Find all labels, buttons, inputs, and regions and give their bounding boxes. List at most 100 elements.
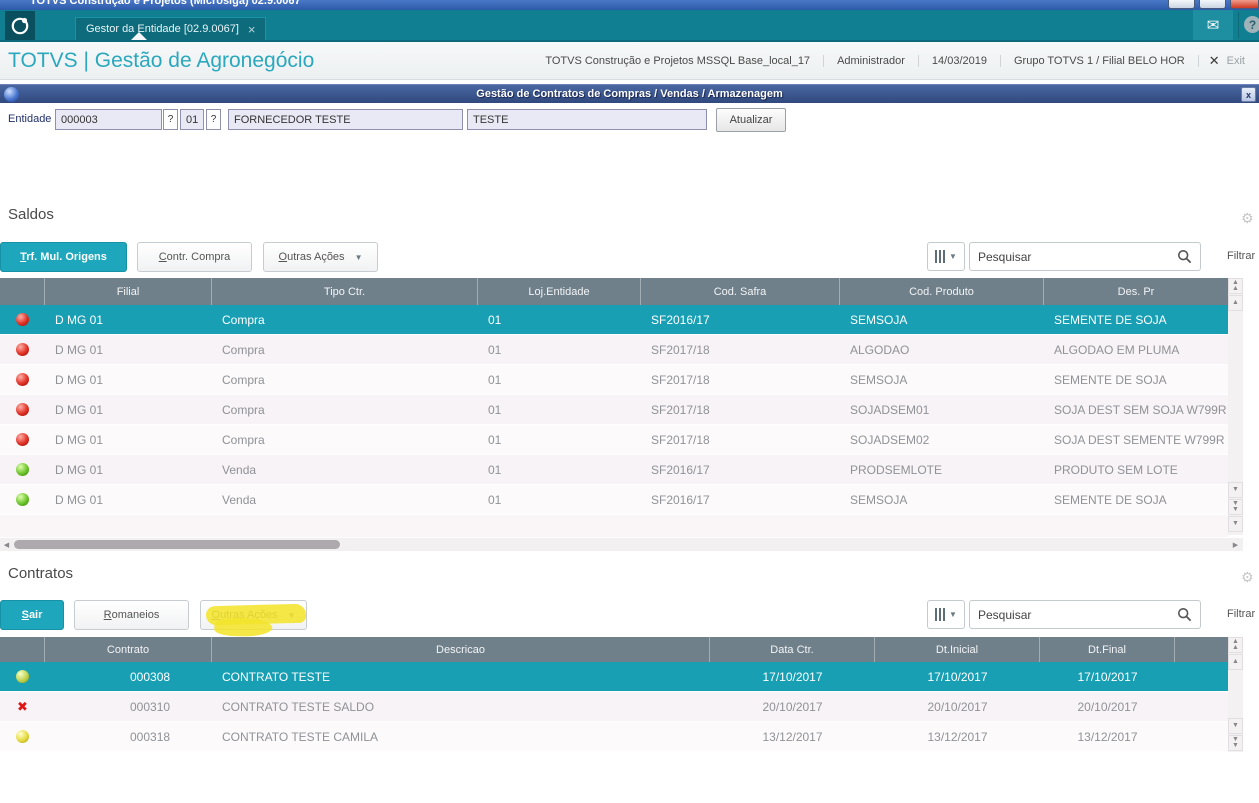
column-header-status[interactable] (0, 637, 45, 662)
saldos-search-input[interactable] (970, 249, 1177, 264)
dialog-close-button[interactable]: x (1241, 87, 1256, 102)
help-button[interactable]: ? (1244, 16, 1259, 33)
contratos-columns-button[interactable]: ▼ (927, 600, 965, 629)
scroll-page-up-button[interactable]: ▲ ▲ (1228, 278, 1243, 294)
status-icon (0, 722, 45, 751)
table-row[interactable]: D MG 01 Compra 01 SF2017/18 SOJADSEM01 S… (0, 395, 1228, 425)
romaneios-button[interactable]: Romaneios (74, 600, 189, 630)
minimize-button[interactable] (1168, 0, 1195, 9)
tab-gestor-da-entidade[interactable]: Gestor da Entidade [02.9.0067] × (75, 17, 267, 40)
cell-descricao: CONTRATO TESTE SALDO (222, 699, 375, 714)
saldos-settings-gear-icon[interactable]: ⚙ (1241, 210, 1254, 226)
saldos-outras-acoes-button[interactable]: Outras Ações ▼ (263, 242, 378, 272)
table-row[interactable]: D MG 01 Compra 01 SF2017/18 SEMSOJA SEME… (0, 365, 1228, 395)
saldos-vertical-scrollbar[interactable]: ▲ ▲ ▲ ▼ ▼ ▼ ▼ (1228, 278, 1243, 535)
cell-loja: 01 (488, 402, 502, 417)
column-header-des-produto[interactable]: Des. Pr (1117, 285, 1155, 298)
cell-loja: 01 (488, 462, 502, 477)
table-row[interactable]: D MG 01 Compra 01 SF2017/18 ALGODAO ALGO… (0, 335, 1228, 365)
cell-loja: 01 (488, 432, 502, 447)
column-header-contrato[interactable]: Contrato (45, 637, 212, 662)
cell-descricao: CONTRATO TESTE CAMILA (222, 729, 379, 744)
entity-code-field[interactable] (55, 109, 162, 130)
table-row[interactable]: D MG 01 Compra 01 SF2016/17 SEMSOJA SEME… (0, 305, 1228, 335)
table-row[interactable]: D MG 01 Venda 01 SF2016/17 PRODSEMLOTE P… (0, 455, 1228, 485)
table-row[interactable]: 000308 CONTRATO TESTE 17/10/2017 17/10/2… (0, 662, 1228, 692)
cell-dt-inicial: 17/10/2017 (927, 669, 988, 684)
column-header-descricao[interactable]: Descricao (212, 637, 710, 662)
close-button[interactable] (1230, 0, 1259, 9)
column-header-cod-safra[interactable]: Cod. Safra (641, 278, 840, 305)
saldos-horizontal-scrollbar[interactable]: ◀ (0, 538, 1228, 551)
table-row[interactable]: D MG 01 Venda 01 SF2016/17 SEMSOJA SEMEN… (0, 485, 1228, 515)
column-header-loj-entidade[interactable]: Loj.Entidade (478, 278, 641, 305)
status-icon (0, 692, 45, 721)
cell-dt-final: 17/10/2017 (1077, 669, 1138, 684)
contratos-search-input[interactable] (970, 607, 1177, 622)
scroll-page-down-button[interactable]: ▼ ▼ (1228, 499, 1243, 515)
contr-compra-button[interactable]: Contr. Compra (137, 242, 252, 272)
scroll-page-up-button[interactable]: ▲ ▲ (1228, 637, 1243, 653)
scroll-down-button[interactable]: ▼ (1228, 516, 1243, 532)
scroll-right-button[interactable]: ▶ (1228, 538, 1243, 551)
scroll-left-button[interactable]: ◀ (0, 538, 13, 551)
cell-descricao: CONTRATO TESTE (222, 669, 331, 684)
column-header-filial[interactable]: Filial (45, 278, 212, 305)
cell-contrato: 000310 (130, 699, 171, 714)
saldos-filter-link[interactable]: Filtrar (1227, 250, 1256, 262)
maximize-button[interactable] (1199, 0, 1226, 9)
contratos-vertical-scrollbar[interactable]: ▲ ▲ ▲ ▼ ▼ ▼ (1228, 637, 1243, 752)
table-row[interactable]: 000318 CONTRATO TESTE CAMILA 13/12/2017 … (0, 722, 1228, 752)
chevron-down-icon: ▼ (949, 610, 957, 619)
scroll-up-button[interactable]: ▲ (1228, 295, 1243, 311)
saldos-grid: Filial Tipo Ctr. Loj.Entidade Cod. Safra… (0, 278, 1228, 537)
column-header-extra[interactable] (1175, 637, 1228, 662)
table-row[interactable]: D MG 01 Compra 01 SF2017/18 SOJADSEM02 S… (0, 425, 1228, 455)
status-icon (0, 425, 45, 454)
cell-produto: SEMSOJA (850, 492, 908, 507)
date-label: 14/03/2019 (919, 54, 1001, 67)
scroll-page-down-button[interactable]: ▼ ▼ (1228, 735, 1243, 751)
cell-safra: SF2017/18 (651, 342, 710, 357)
contratos-grid-header: Contrato Descricao Data Ctr. Dt.Inicial … (0, 637, 1228, 662)
column-header-cod-produto[interactable]: Cod. Produto (840, 278, 1044, 305)
cell-produto: PRODSEMLOTE (850, 462, 943, 477)
entity-store-lookup-button[interactable]: ? (206, 109, 221, 130)
scroll-down-button[interactable]: ▼ (1228, 718, 1243, 734)
table-row[interactable]: 000310 CONTRATO TESTE SALDO 20/10/2017 2… (0, 692, 1228, 722)
exit-button[interactable]: ✕ Exit (1199, 53, 1255, 69)
column-header-tipo-ctr[interactable]: Tipo Ctr. (212, 278, 478, 305)
dialog-title: Gestão de Contratos de Compras / Vendas … (476, 88, 783, 100)
mail-button[interactable]: ✉ (1193, 10, 1233, 40)
contratos-section-title: Contratos (8, 565, 74, 582)
column-header-data-ctr[interactable]: Data Ctr. (710, 637, 875, 662)
cell-produto: SEMSOJA (850, 372, 908, 387)
saldos-columns-button[interactable]: ▼ (927, 242, 965, 271)
status-icon (0, 305, 45, 334)
entity-name-field[interactable] (228, 109, 463, 130)
entity-store-field[interactable] (180, 109, 204, 130)
entity-code-lookup-button[interactable]: ? (163, 109, 178, 130)
cell-safra: SF2017/18 (651, 432, 710, 447)
horizontal-scroll-thumb[interactable] (14, 540, 340, 549)
scroll-down-button[interactable]: ▼ (1228, 482, 1243, 498)
tab-close-icon[interactable]: × (247, 21, 256, 37)
cell-descricao: ALGODAO EM PLUMA (1054, 342, 1180, 357)
cell-produto: SOJADSEM02 (850, 432, 930, 447)
sair-button[interactable]: Sair (0, 600, 64, 630)
contratos-settings-gear-icon[interactable]: ⚙ (1241, 569, 1254, 585)
chevron-down-icon: ▼ (354, 252, 363, 262)
cell-filial: D MG 01 (55, 402, 104, 417)
trf-mul-origens-button[interactable]: Trf. Mul. Origens (0, 242, 127, 272)
totvs-logo-icon (5, 11, 35, 40)
contratos-grid: Contrato Descricao Data Ctr. Dt.Inicial … (0, 637, 1228, 752)
status-icon (0, 662, 45, 691)
column-header-status[interactable] (0, 278, 45, 305)
entity-shortname-field[interactable] (467, 109, 707, 130)
column-header-dt-final[interactable]: Dt.Final (1040, 637, 1175, 662)
refresh-button[interactable]: Atualizar (716, 108, 786, 132)
scroll-up-button[interactable]: ▲ (1228, 654, 1243, 670)
column-header-dt-inicial[interactable]: Dt.Inicial (875, 637, 1040, 662)
cell-loja: 01 (488, 492, 502, 507)
contratos-filter-link[interactable]: Filtrar (1227, 608, 1256, 620)
